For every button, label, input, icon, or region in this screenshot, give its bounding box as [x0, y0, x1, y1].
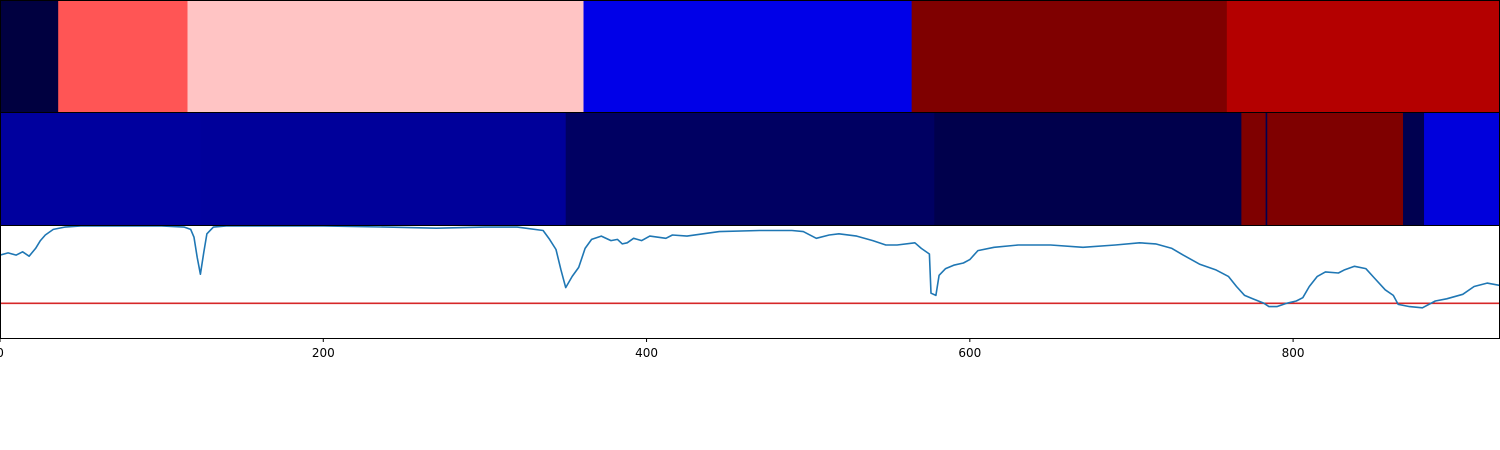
middle-strip-segment-6: [1267, 113, 1404, 225]
middle-strip-segment-7: [1403, 113, 1425, 225]
signal-line: [0, 225, 1500, 309]
top-strip-segment-1: [58, 1, 189, 112]
middle-strip-segment-0: [0, 113, 202, 225]
middle-strip-segment-4: [1241, 113, 1267, 225]
x-tick-label-0: 0: [0, 346, 4, 360]
top-strip-segment-0: [0, 1, 59, 112]
middle-strip-segment-5: [1265, 113, 1268, 225]
bottom-panel-frame: [0, 225, 1500, 339]
x-axis: 0 200 400 600 800: [0, 338, 1305, 360]
x-tick-label-800: 800: [1282, 346, 1305, 360]
top-strip-segment-2: [187, 1, 585, 112]
middle-strip-segment-8: [1424, 113, 1500, 225]
middle-strip-segment-2: [565, 113, 935, 225]
line-group: [0, 225, 1500, 309]
heatmap-middle: [0, 113, 1500, 225]
x-tick-label-200: 200: [312, 346, 335, 360]
signal-plot: [0, 225, 1500, 309]
middle-strip-segment-1: [200, 113, 567, 225]
top-strip-segment-5: [1226, 1, 1500, 112]
x-tick-label-600: 600: [958, 346, 981, 360]
middle-strip-segment-3: [934, 113, 1242, 225]
heatmap-top: [0, 1, 1500, 112]
x-tick-label-400: 400: [635, 346, 658, 360]
top-strip-segment-4: [911, 1, 1228, 112]
top-strip-segment-3: [583, 1, 913, 112]
